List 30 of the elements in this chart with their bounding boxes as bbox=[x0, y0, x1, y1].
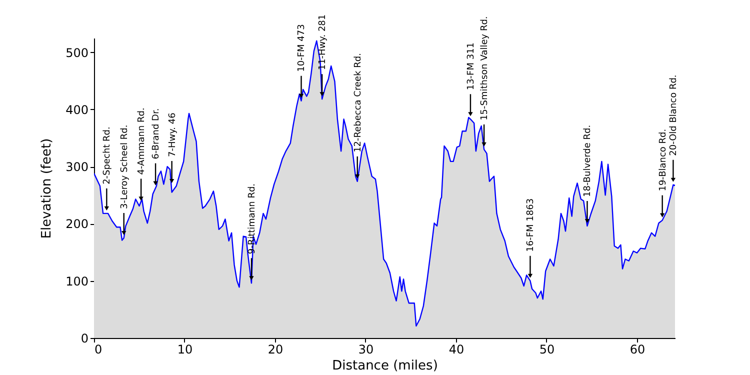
annotation: 16-FM 1863 bbox=[526, 198, 536, 252]
x-tick-label: 60 bbox=[630, 342, 646, 356]
annotation: 13-FM 311 bbox=[466, 42, 476, 90]
annotation: 2-Specht Rd. bbox=[102, 126, 113, 184]
annotation: 9-Rittimann Rd. bbox=[247, 183, 258, 254]
annotation: 6-Brand Dr. bbox=[152, 108, 162, 160]
annotation: 11-Hwy. 281 bbox=[318, 14, 328, 70]
y-tick-label: 200 bbox=[66, 217, 88, 232]
y-tick-label: 0 bbox=[80, 332, 88, 346]
y-tick-label: 500 bbox=[66, 46, 88, 60]
x-tick-label: 10 bbox=[177, 342, 193, 356]
y-axis-title: Elevation (feet) bbox=[40, 138, 55, 239]
y-tick-label: 100 bbox=[66, 274, 88, 288]
annotation: 7-Hwy. 46 bbox=[168, 112, 178, 157]
annotation: 20-Old Blanco Rd. bbox=[669, 74, 680, 156]
x-tick-label: 30 bbox=[358, 342, 374, 356]
annotation: 3-Leroy Scheel Rd. bbox=[120, 124, 130, 209]
y-tick-label: 300 bbox=[66, 160, 88, 174]
annotation: 10-FM 473 bbox=[297, 24, 308, 72]
x-tick-label: 20 bbox=[268, 342, 284, 356]
annotation: 15-Smithson Valley Rd. bbox=[480, 16, 490, 120]
annotation: 19-Blanco Rd. bbox=[658, 128, 668, 192]
x-axis-title: Distance (miles) bbox=[332, 358, 438, 374]
x-tick-label: 50 bbox=[539, 342, 555, 356]
x-tick-label: 40 bbox=[448, 342, 464, 356]
y-tick-label: 400 bbox=[66, 102, 88, 117]
annotation: 12-Rebecca Creek Rd. bbox=[353, 53, 364, 152]
x-tick-label: 0 bbox=[94, 342, 102, 356]
annotation: 18-Bulverde Rd. bbox=[583, 124, 594, 197]
annotation: 4-Ammann Rd. bbox=[137, 108, 148, 175]
